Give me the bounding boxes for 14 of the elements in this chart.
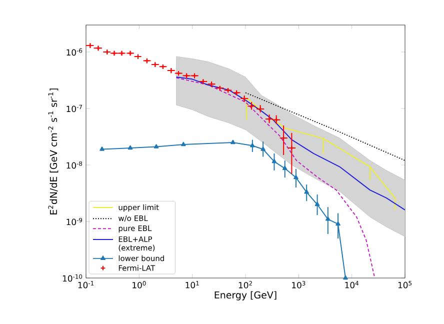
x-tick-label: 10$^{2}$ — [238, 281, 252, 288]
x-tick-label: 10$^{0}$ — [132, 281, 146, 288]
x-tick-label: 10$^{5}$ — [398, 281, 412, 288]
x-axis-title: Energy [GeV] — [214, 291, 276, 300]
y-tick-label: 10$^{-6}$ — [66, 48, 82, 56]
x-tick-label: 10$^{4}$ — [345, 281, 359, 288]
y-tick-label: 10$^{-7}$ — [66, 104, 82, 112]
x-tick-label: 10$^{-1}$ — [78, 281, 94, 288]
y-tick-label: 10$^{-10}$ — [62, 274, 82, 282]
text: E$^{2}$dN/dE [GeV cm$^{-2}$ s$^{-1}$ sr$^{-1}$] — [48, 88, 58, 214]
y-tick-label: 10$^{-8}$ — [66, 161, 82, 169]
x-tick-label: 10$^{1}$ — [186, 281, 199, 288]
x-tick-label: 10$^{3}$ — [292, 281, 306, 288]
y-tick-label: 10$^{-9}$ — [66, 218, 82, 226]
